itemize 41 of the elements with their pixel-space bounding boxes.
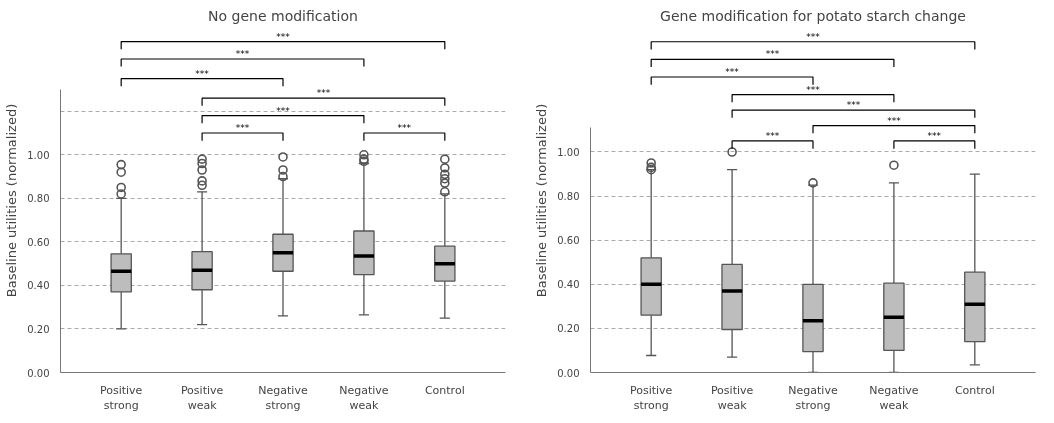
y-tick-label: 1.00 bbox=[557, 146, 580, 158]
y-tick-label: 0.20 bbox=[27, 323, 50, 335]
y-tick-label: 0.80 bbox=[557, 191, 580, 203]
text: *** bbox=[276, 31, 291, 42]
x-tick-label: Positive strong bbox=[629, 383, 673, 413]
text: *** bbox=[887, 115, 902, 126]
annotation: *** bbox=[235, 123, 250, 134]
text: *** bbox=[806, 84, 821, 95]
x-tick-label: Negative strong bbox=[788, 383, 838, 413]
y-tick-label: 0.60 bbox=[27, 236, 50, 248]
annotation: *** bbox=[276, 105, 291, 116]
text: *** bbox=[846, 100, 861, 111]
x-tick-label: Positive weak bbox=[180, 383, 224, 413]
y-tick-label: 1.00 bbox=[27, 149, 50, 161]
y-tick-label: 0.00 bbox=[557, 367, 580, 379]
chart-title: Gene modification for potato starch change bbox=[660, 7, 966, 24]
x-tick-label: Positive strong bbox=[99, 383, 143, 413]
text: *** bbox=[235, 48, 250, 59]
x-tick-label: Negative strong bbox=[258, 383, 308, 413]
chart-title: No gene modification bbox=[208, 7, 358, 24]
y-axis-title: Baseline utilities (normalized) bbox=[4, 103, 20, 298]
x-tick-label: Control bbox=[954, 383, 995, 397]
annotation: *** bbox=[927, 130, 942, 141]
text: *** bbox=[725, 67, 740, 78]
y-tick-label: 0.20 bbox=[557, 323, 580, 335]
y-tick-label: 0.40 bbox=[557, 279, 580, 291]
y-tick-label: 0.80 bbox=[27, 193, 50, 205]
annotation: *** bbox=[765, 130, 780, 141]
x-tick-label: Control bbox=[424, 383, 465, 397]
y-tick-label: 0.40 bbox=[27, 280, 50, 292]
text: *** bbox=[195, 68, 210, 79]
text: *** bbox=[806, 31, 821, 42]
x-tick-label: Positive weak bbox=[710, 383, 754, 413]
text: *** bbox=[765, 49, 780, 60]
annotation: *** bbox=[316, 88, 331, 99]
y-tick-label: 0.60 bbox=[557, 235, 580, 247]
annotation: *** bbox=[397, 123, 412, 134]
y-axis-title: Baseline utilities (normalized) bbox=[534, 103, 550, 298]
x-tick-label: Negative weak bbox=[339, 383, 389, 413]
y-tick-label: 0.00 bbox=[27, 367, 50, 379]
x-tick-label: Negative weak bbox=[869, 383, 919, 413]
